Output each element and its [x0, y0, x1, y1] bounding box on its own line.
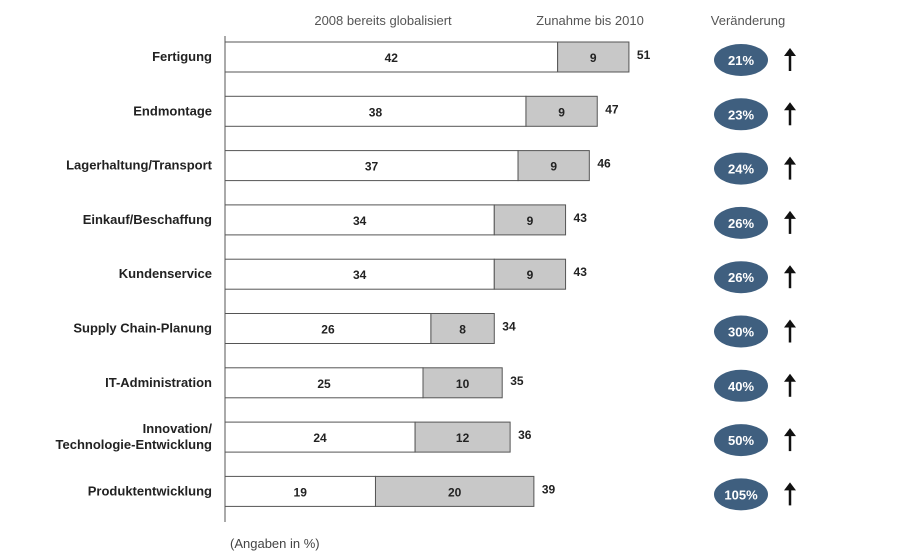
change-percent-label: 105%	[724, 487, 758, 502]
bar-segment-increase	[525, 95, 598, 127]
total-value-label: 34	[502, 320, 516, 334]
up-arrow-icon	[784, 373, 796, 397]
bar-value-label: 20	[448, 485, 462, 499]
change-percent-label: 26%	[728, 216, 754, 231]
up-arrow-icon	[784, 482, 796, 506]
change-percent-label: 21%	[728, 53, 754, 68]
bar-segment-increase	[517, 150, 590, 182]
bar-row: Produktentwicklung 19 20 39 105%	[88, 475, 796, 511]
change-badge	[714, 44, 768, 76]
change-percent-label: 23%	[728, 107, 754, 122]
bar-row: Supply Chain-Planung 26 8 34 30%	[73, 313, 796, 348]
bar-row: IT-Administration 25 10 35 40%	[105, 367, 796, 402]
category-label: Endmontage	[133, 103, 212, 118]
legend-label-2008-globalized: 2008 bereits globalisiert	[314, 13, 452, 28]
up-arrow-icon	[784, 265, 796, 289]
change-percent-label: 40%	[728, 379, 754, 394]
bar-value-label: 26	[321, 323, 335, 337]
change-badge	[714, 424, 768, 457]
bar-value-label: 9	[558, 105, 565, 119]
bar-segment-increase	[374, 475, 535, 507]
bar-value-label: 24	[313, 431, 327, 445]
category-label: Produktentwicklung	[88, 483, 212, 498]
up-arrow-icon	[784, 156, 796, 180]
bar-value-label: 37	[365, 160, 379, 174]
units-footnote: (Angaben in %)	[230, 536, 320, 551]
bar-row: Lagerhaltung/Transport 37 9 46 24%	[66, 150, 796, 185]
bar-row: Innovation/Technologie-Entwicklung 24 12 36…	[56, 421, 796, 457]
bar-segment-2008	[224, 421, 416, 453]
category-label: IT-Administration	[105, 375, 212, 390]
category-label: Einkauf/Beschaffung	[83, 212, 212, 227]
change-badge	[714, 261, 768, 294]
bar-row: Endmontage 38 9 47 23%	[133, 95, 796, 131]
up-arrow-icon	[784, 428, 796, 452]
change-badge	[714, 369, 768, 402]
bar-segment-increase	[493, 204, 567, 236]
category-label: Kundenservice	[119, 266, 212, 281]
change-column-header: Veränderung	[711, 13, 785, 28]
bar-value-label: 19	[294, 485, 308, 499]
bar-value-label: 9	[527, 214, 534, 228]
category-label: Supply Chain-Planung	[73, 321, 212, 336]
bar-value-label: 38	[369, 105, 383, 119]
up-arrow-icon	[784, 102, 796, 126]
bar-value-label: 9	[590, 51, 597, 65]
bar-segment-increase	[493, 258, 567, 290]
bar-segment-2008	[224, 475, 376, 507]
category-label: Lagerhaltung/Transport	[66, 158, 213, 173]
category-label: Technologie-Entwicklung	[56, 437, 213, 452]
bar-segment-2008	[224, 258, 495, 290]
category-label: Fertigung	[152, 49, 212, 64]
change-percent-label: 24%	[728, 162, 754, 177]
bar-row: Einkauf/Beschaffung 34 9 43 26%	[83, 204, 796, 239]
bar-segment-2008	[224, 204, 495, 236]
bar-segment-2008	[224, 313, 432, 344]
bar-value-label: 8	[459, 323, 466, 337]
change-badge	[714, 206, 768, 239]
change-percent-label: 30%	[728, 325, 754, 340]
total-value-label: 46	[597, 157, 611, 171]
bar-segment-2008	[224, 150, 519, 182]
total-value-label: 51	[637, 48, 651, 62]
bar-value-label: 34	[353, 214, 367, 228]
bar-value-label: 10	[456, 377, 470, 391]
bar-segment-increase	[414, 421, 511, 453]
change-percent-label: 26%	[728, 270, 754, 285]
bar-value-label: 9	[527, 268, 534, 282]
change-badge	[714, 152, 768, 185]
total-value-label: 39	[542, 482, 556, 496]
up-arrow-icon	[784, 319, 796, 343]
total-value-label: 47	[605, 102, 619, 116]
bar-value-label: 25	[317, 377, 331, 391]
bar-segment-increase	[557, 41, 630, 73]
change-badge	[714, 315, 768, 348]
bar-segment-increase	[422, 367, 503, 399]
bar-value-label: 42	[385, 51, 399, 65]
up-arrow-icon	[784, 48, 796, 71]
total-value-label: 43	[574, 265, 588, 279]
bar-value-label: 12	[456, 431, 470, 445]
total-value-label: 36	[518, 428, 532, 442]
bar-value-label: 34	[353, 268, 367, 282]
change-badge	[714, 98, 768, 131]
bar-segment-increase	[430, 313, 495, 344]
bar-row: Kundenservice 34 9 43 26%	[119, 258, 796, 294]
change-percent-label: 50%	[728, 433, 754, 448]
total-value-label: 35	[510, 374, 524, 388]
bar-row: Fertigung 42 9 51 21%	[152, 41, 796, 76]
bar-segment-2008	[224, 95, 527, 127]
up-arrow-icon	[784, 210, 796, 234]
legend-label-increase-2010: Zunahme bis 2010	[536, 13, 644, 28]
category-label: Innovation/	[143, 421, 213, 436]
change-badge	[714, 478, 768, 511]
total-value-label: 43	[574, 211, 588, 225]
bar-value-label: 9	[550, 160, 557, 174]
